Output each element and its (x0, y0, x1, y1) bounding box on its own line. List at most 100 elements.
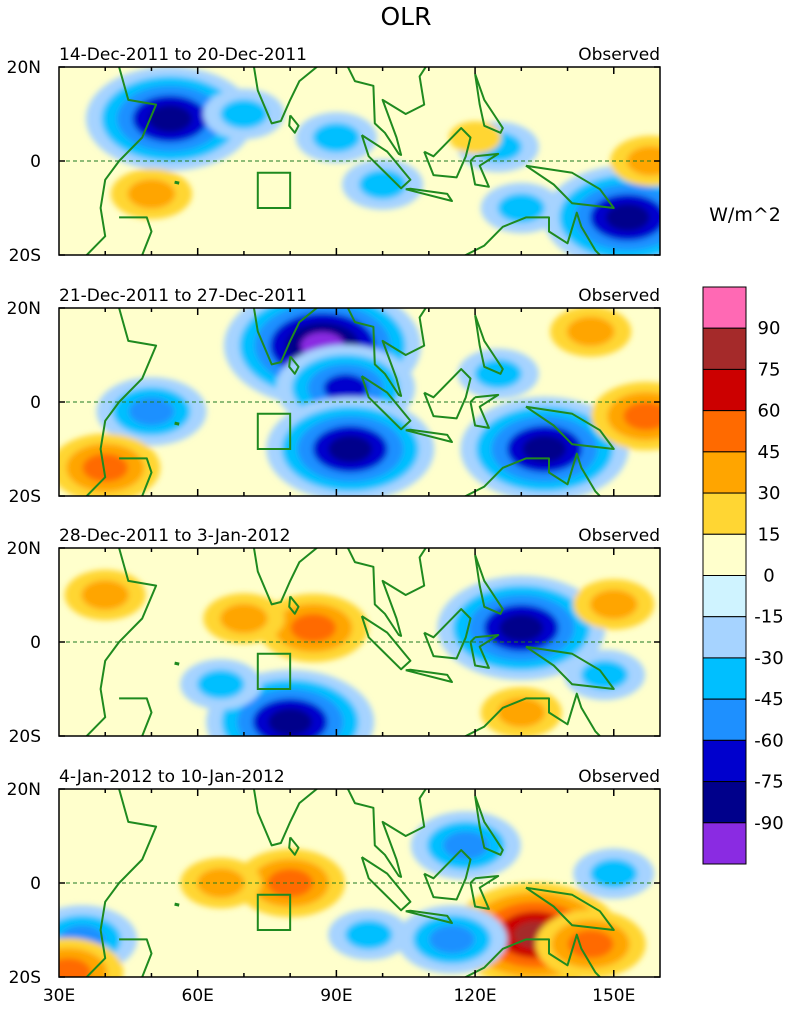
colorbar-label: -30 (754, 648, 783, 669)
anomaly-contour (59, 958, 91, 977)
lat-tick-label: 20S (9, 727, 41, 747)
anomaly-contour (566, 316, 615, 347)
anomaly-contour (429, 925, 475, 954)
colorbar-swatch (702, 822, 747, 865)
anomaly-contour (220, 99, 268, 129)
region-box (256, 893, 292, 931)
lon-tick-label: 120E (453, 986, 496, 1006)
colorbar-label: 45 (758, 442, 781, 463)
colorbar-label: 90 (758, 318, 781, 339)
colorbar-label: -15 (754, 607, 783, 628)
anomaly-contour (323, 374, 368, 402)
anomaly-contour (448, 121, 502, 154)
lon-tick-label: 30E (43, 986, 75, 1006)
anomaly-contour (605, 203, 650, 231)
colorbar-label: 75 (758, 359, 781, 380)
lat-tick-label: 20N (7, 299, 41, 319)
lat-tick-label: 0 (30, 152, 41, 172)
anomaly-contour (148, 105, 192, 133)
lat-tick-label: 20S (9, 487, 41, 507)
anomaly-contour (345, 920, 393, 950)
panels-container: 14-Dec-2011 to 20-Dec-2011 Observed 20N 0 20… (7, 45, 661, 988)
anomaly-contour (312, 122, 361, 153)
lat-tick-label: 20S (9, 968, 41, 988)
panel-1: 14-Dec-2011 to 20-Dec-2011 Observed 20N 0 20… (7, 45, 661, 266)
colorbar-swatch (702, 739, 747, 783)
colorbar-label: -60 (754, 730, 783, 751)
anomaly-contour (220, 603, 268, 634)
colorbar-label: 0 (763, 566, 774, 587)
anomaly-field (59, 811, 655, 977)
anomaly-contour (623, 402, 660, 431)
anomaly-field (85, 67, 660, 255)
colorbar-swatch (702, 368, 747, 412)
colorbar-label: -75 (754, 772, 783, 793)
panel-2: 21-Dec-2011 to 27-Dec-2011 Observed 20N 0 20… (7, 286, 661, 507)
colorbar-label: 60 (758, 401, 781, 422)
anomaly-contour (197, 669, 245, 699)
colorbar: W/m^2 90 75 60 45 30 15 0 -15 -30 -45 -60 -75 -90 (702, 204, 784, 865)
panel-source-label: Observed (578, 526, 660, 546)
colorbar-swatch (702, 575, 747, 618)
coastline (85, 789, 615, 977)
colorbar-label: 15 (758, 524, 781, 545)
anomaly-contour (590, 858, 638, 889)
anomaly-contour (358, 169, 407, 200)
panel-4: 4-Jan-2012 to 10-Jan-2012 Observed 20N 0 20S (7, 767, 661, 988)
lat-tick-label: 20S (9, 246, 41, 266)
panel-period-label: 28-Dec-2011 to 3-Jan-2012 (59, 526, 290, 546)
panel-period-label: 14-Dec-2011 to 20-Dec-2011 (59, 45, 307, 65)
panel-source-label: Observed (578, 767, 660, 787)
colorbar-swatch (702, 410, 747, 453)
lat-tick-label: 0 (30, 874, 41, 894)
colorbar-swatch (702, 698, 747, 741)
colorbar-label: -45 (754, 689, 783, 710)
anomaly-contour (290, 613, 336, 642)
coastline (85, 308, 615, 496)
longitude-axis: 30E 60E 90E 120E 150E (43, 986, 636, 1006)
anomaly-contour (499, 614, 544, 642)
anomaly-contour (590, 589, 638, 620)
anomaly-contour (128, 397, 175, 426)
colorbar-swatch (702, 286, 747, 329)
lon-tick-label: 150E (592, 986, 635, 1006)
panel-source-label: Observed (578, 286, 660, 306)
anomaly-contour (497, 193, 545, 223)
lat-tick-label: 0 (30, 393, 41, 413)
panel-period-label: 21-Dec-2011 to 27-Dec-2011 (59, 286, 307, 306)
colorbar-swatch (702, 533, 747, 576)
lat-tick-label: 0 (30, 633, 41, 653)
anomaly-contour (497, 697, 545, 728)
anomaly-field (64, 569, 655, 736)
panel-source-label: Observed (578, 45, 660, 65)
region-box (256, 412, 292, 450)
anomaly-contour (127, 179, 176, 209)
lon-tick-label: 60E (182, 986, 214, 1006)
colorbar-label: 30 (758, 483, 781, 504)
panel-3: 28-Dec-2011 to 3-Jan-2012 Observed 20N 0 20S (7, 526, 661, 747)
anomaly-contour (328, 435, 373, 463)
anomaly-contour (268, 708, 312, 736)
lat-tick-label: 20N (7, 780, 41, 800)
region-box (256, 171, 292, 209)
anomaly-field (59, 308, 660, 496)
colorbar-swatch (702, 781, 747, 824)
figure-title: OLR (381, 2, 432, 31)
colorbar-swatch (702, 451, 747, 494)
colorbar-label: -90 (754, 813, 783, 834)
colorbar-swatch (702, 657, 747, 700)
lat-tick-label: 20N (7, 539, 41, 559)
anomaly-contour (82, 453, 128, 482)
region-box (256, 652, 292, 690)
anomaly-contour (567, 930, 614, 959)
lon-tick-label: 90E (320, 986, 352, 1006)
colorbar-units-label: W/m^2 (709, 204, 781, 226)
anomaly-contour (443, 831, 489, 860)
coastline (85, 548, 615, 736)
coastline (85, 67, 615, 255)
colorbar-swatch (702, 327, 747, 370)
colorbar-swatch (702, 616, 747, 659)
panel-period-label: 4-Jan-2012 to 10-Jan-2012 (59, 767, 285, 787)
anomaly-contour (522, 435, 567, 463)
